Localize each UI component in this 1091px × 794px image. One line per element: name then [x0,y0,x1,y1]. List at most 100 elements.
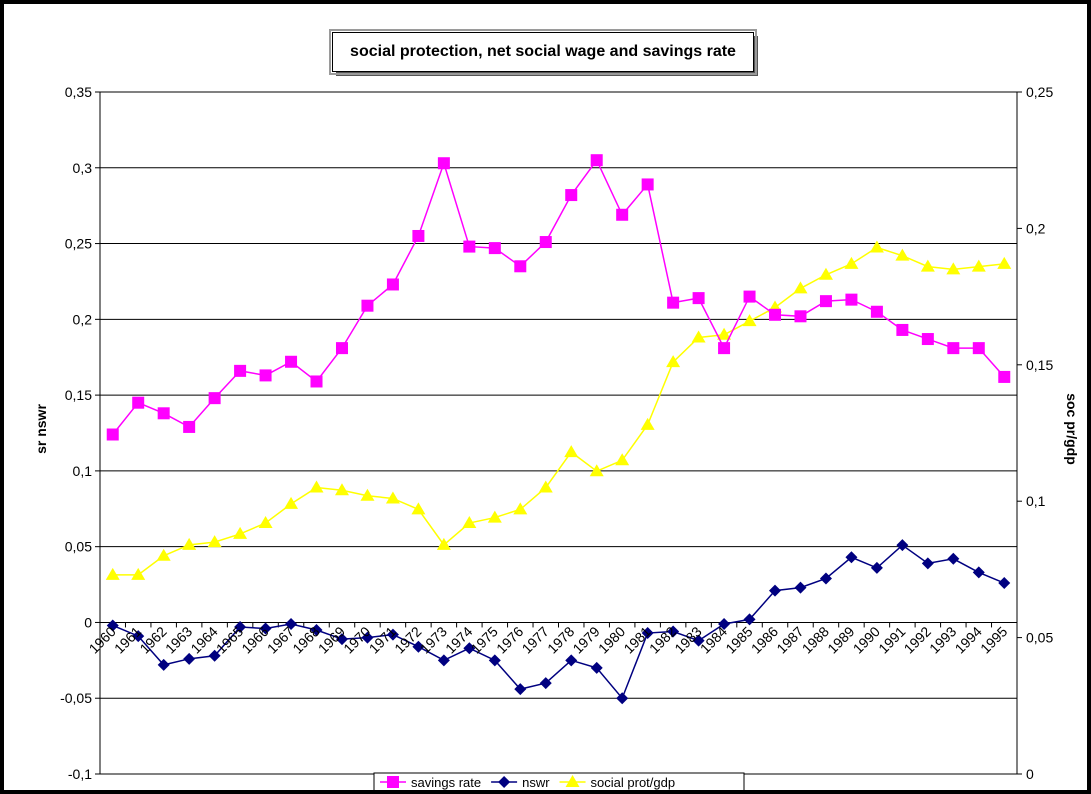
data-point [259,622,272,635]
y-tick-label: -0,05 [60,690,92,706]
data-point [106,619,119,632]
y-tick-label: 0 [84,614,92,630]
data-point [207,535,222,548]
data-point [845,293,858,306]
data-point [488,242,501,255]
legend-entry: savings rate [411,775,481,790]
data-point [309,480,324,493]
legend: savings rate nswr social prot/gdp [373,772,745,790]
legend-marker [498,776,511,788]
y-tick-label: 0,3 [73,160,93,176]
y-tick-label: 0,2 [73,311,93,327]
data-point [361,631,374,644]
data-point [718,342,731,355]
data-point [208,649,221,662]
data-point [385,491,400,504]
data-point [488,654,501,667]
series-line-social-prot-gdp [112,246,1005,576]
data-point [920,259,935,272]
data-point [819,295,832,308]
x-tick-label: 1979 [569,623,602,656]
data-point [208,392,221,405]
x-tick-label: 1990 [850,623,883,656]
data-point [870,305,883,318]
x-tick-label: 1971 [366,623,399,656]
data-point [971,259,986,272]
data-point [769,308,782,321]
data-point [896,323,909,336]
data-point [692,292,705,305]
y2-tick-label: 0,15 [1026,357,1053,373]
y-axis-label: sr nswr [33,404,49,454]
data-point [616,208,629,221]
data-point [869,240,884,253]
data-point [845,551,858,564]
data-point [564,445,579,458]
data-point [718,617,731,630]
data-point [667,625,680,638]
data-point [921,333,934,346]
data-point [691,330,706,343]
data-point [616,692,629,705]
data-point [997,256,1012,269]
data-point [895,248,910,261]
data-point [437,157,450,170]
data-point [972,342,985,355]
data-point [896,539,909,552]
data-point [818,267,833,280]
data-point [157,658,170,671]
data-point [539,677,552,690]
x-tick-label: 1994 [952,623,985,656]
x-tick-label: 1988 [799,623,832,656]
x-tick-labels: 1960196119621963196419651966196719681969… [86,623,1011,656]
y2-tick-label: 0 [1026,766,1034,782]
data-point [819,572,832,585]
data-point [590,661,603,674]
data-point [793,281,808,294]
x-tick-label: 1993 [926,623,959,656]
y-tick-label: 0,05 [65,539,92,555]
chart-title: social protection, net social wage and s… [329,29,757,75]
data-point [234,364,247,377]
x-tick-label: 1978 [544,623,577,656]
x-tick-label: 1992 [901,623,934,656]
data-point [259,369,272,382]
legend-box [373,772,745,790]
data-point [335,342,348,355]
data-point [921,557,934,570]
data-point [437,654,450,667]
y2-tick-label: 0,25 [1026,84,1053,100]
grid-lines [100,91,1017,699]
y-tick-label: 0,25 [65,236,92,252]
data-point [182,537,197,550]
data-point [514,683,527,696]
data-point [667,296,680,309]
x-tick-label: 1980 [595,623,628,656]
data-point [615,453,630,466]
x-tick-label: 1962 [136,623,169,656]
y2-tick-label: 0,1 [1026,493,1046,509]
data-point [514,260,527,273]
x-tick-label: 1987 [773,623,806,656]
data-point [106,428,119,441]
axes: -0,1 -0,05 0 0,05 0,1 0,15 0,2 0,25 0,3 0,35 0 0,05… [60,84,1053,782]
data-point [132,396,145,409]
data-point [794,310,807,323]
data-point [998,370,1011,383]
x-tick-label: 1976 [493,623,526,656]
data-point [361,299,374,312]
data-point [285,617,298,630]
x-tick-label: 1995 [977,623,1010,656]
data-point [692,634,705,647]
data-point [411,502,426,515]
data-point [972,566,985,579]
data-point [513,502,528,515]
data-point [386,278,399,291]
data-point [234,620,247,633]
data-point [769,584,782,597]
data-point [666,355,681,368]
y-tick-label: 0,35 [65,84,92,100]
data-point [156,548,171,561]
x-tick-label: 1977 [519,623,552,656]
